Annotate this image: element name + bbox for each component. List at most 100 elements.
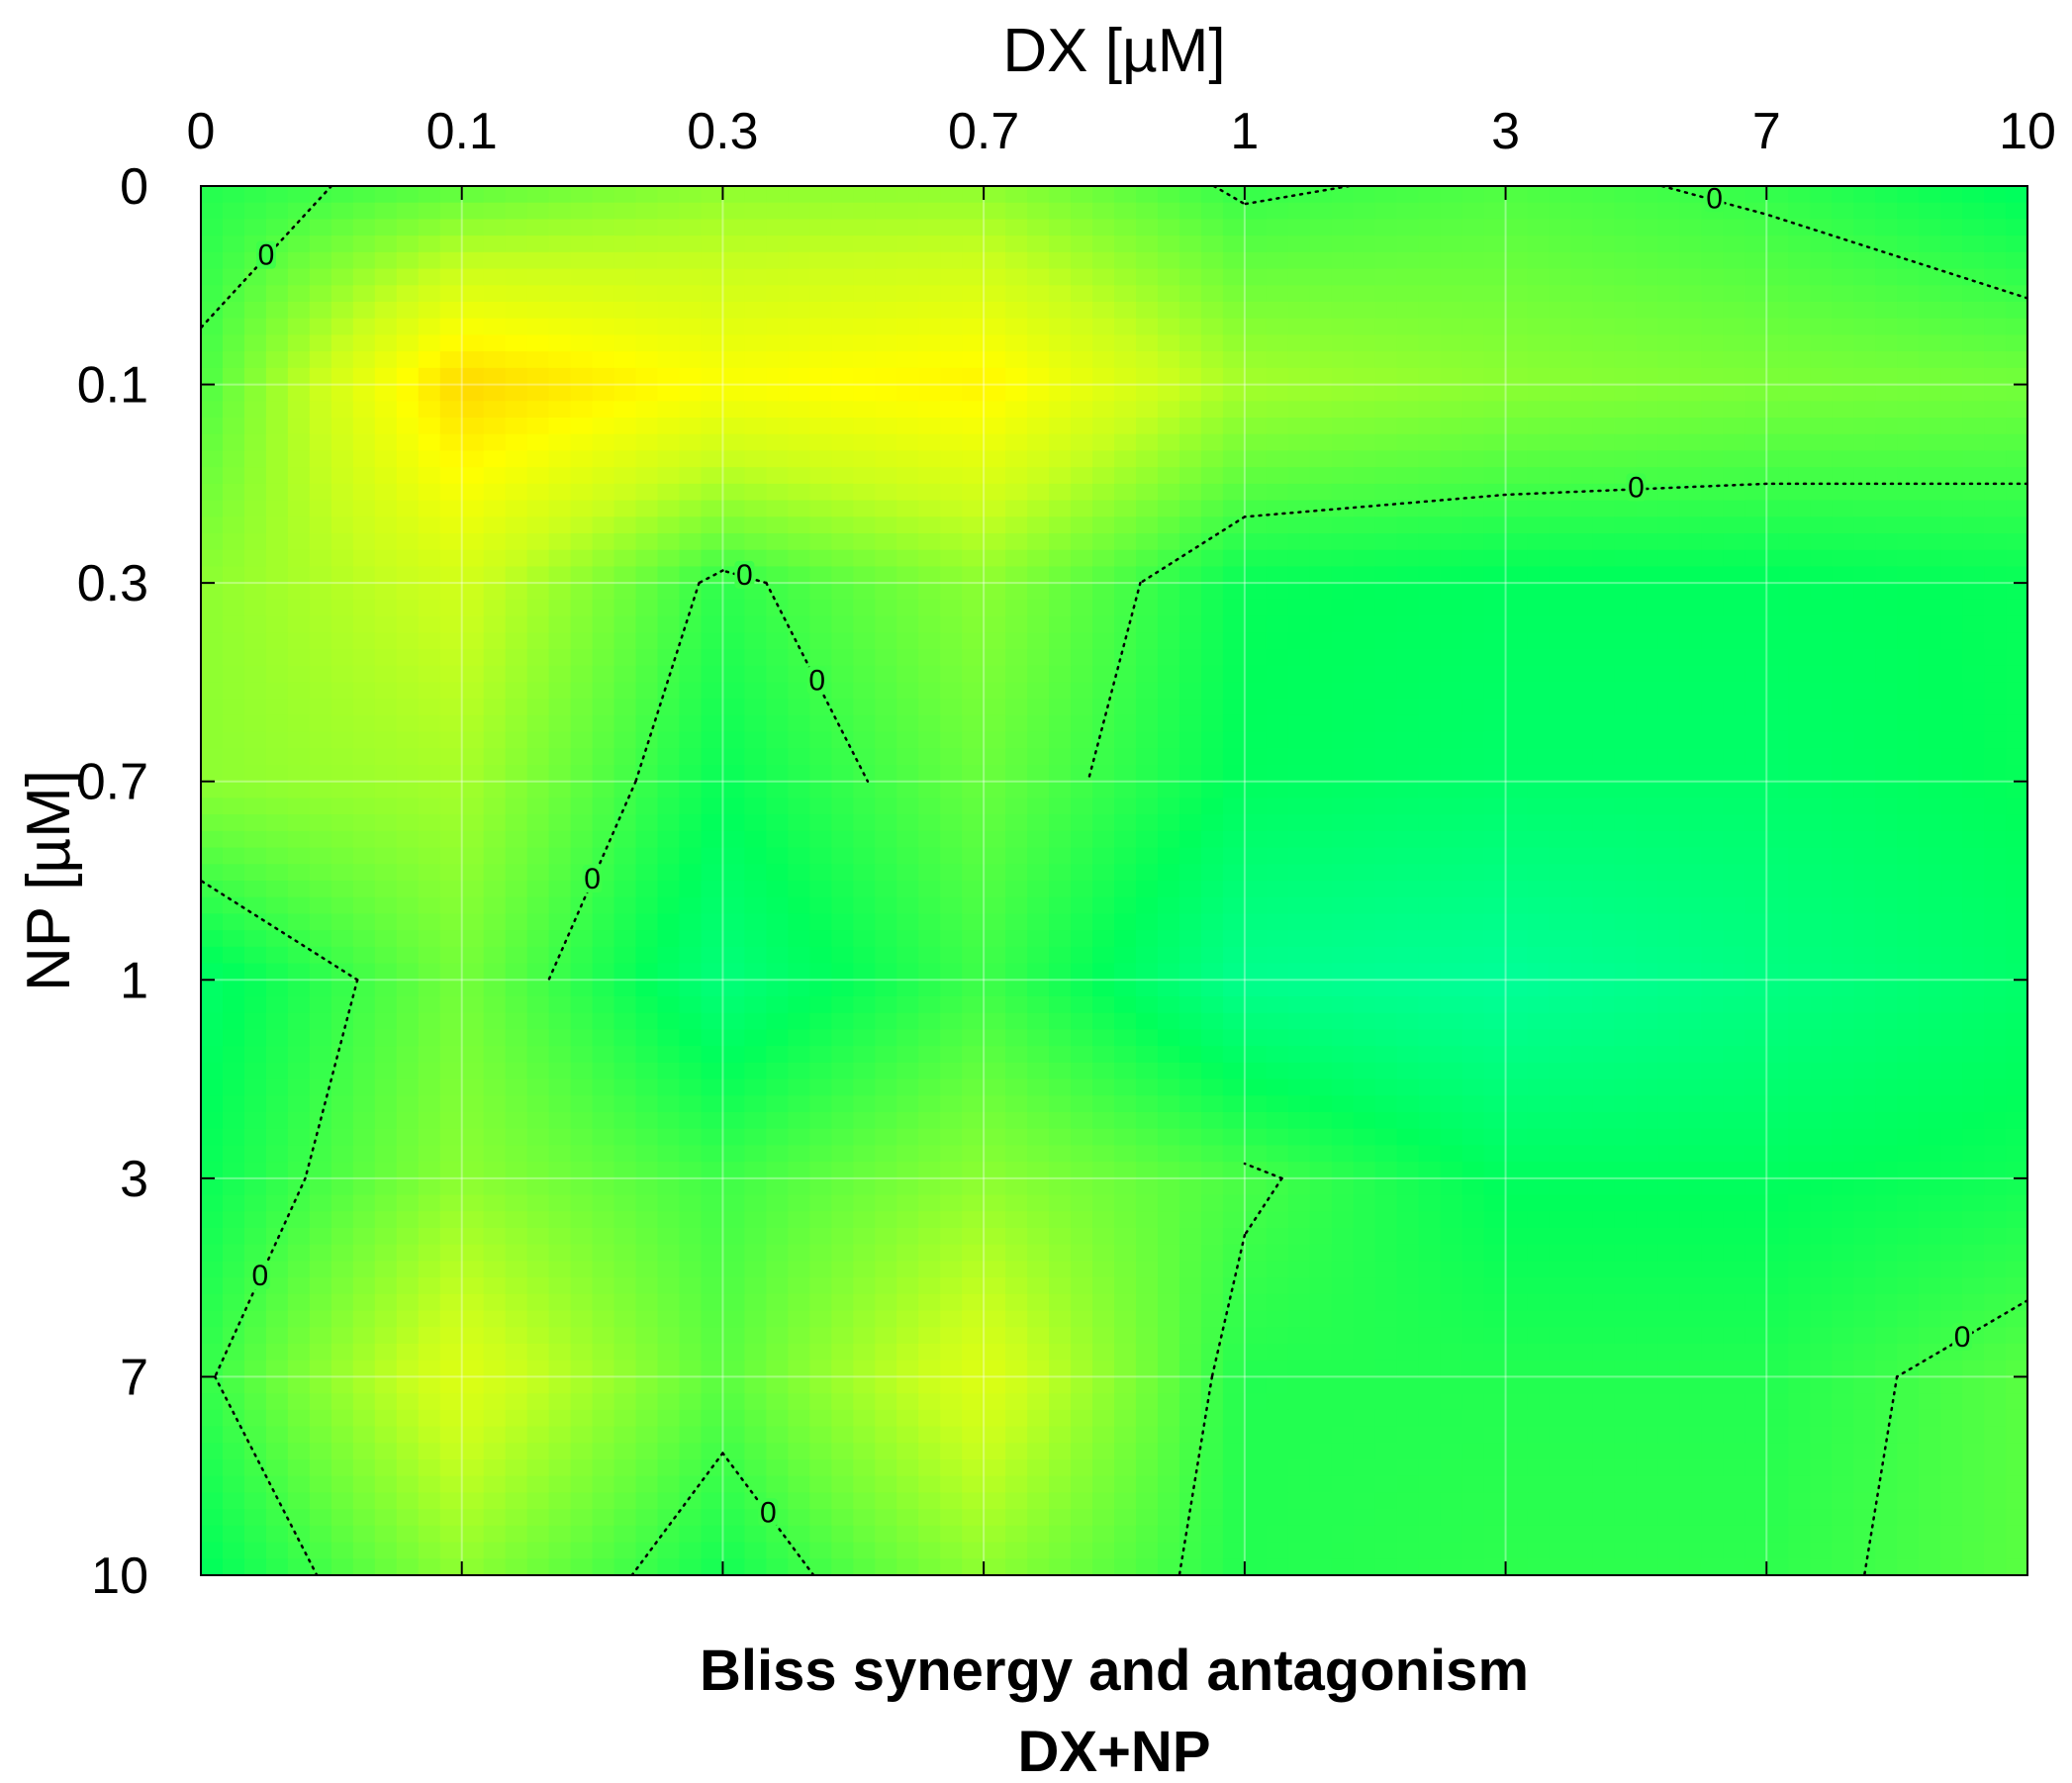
heat-cell bbox=[1287, 549, 1311, 568]
heat-cell bbox=[1222, 302, 1246, 320]
heat-cell bbox=[1810, 963, 1833, 981]
heat-cell bbox=[222, 946, 245, 965]
heat-cell bbox=[1353, 516, 1376, 534]
heat-cell bbox=[1092, 930, 1115, 948]
heat-cell bbox=[744, 251, 767, 270]
heat-cell bbox=[1092, 615, 1115, 633]
heat-cell bbox=[613, 318, 637, 336]
heat-cell bbox=[287, 219, 311, 236]
heat-cell bbox=[461, 202, 485, 221]
heat-cell bbox=[396, 748, 420, 766]
heat-cell bbox=[1940, 334, 1963, 352]
heat-cell bbox=[374, 599, 398, 617]
heat-cell bbox=[1679, 549, 1702, 568]
heat-cell bbox=[657, 731, 681, 749]
heat-cell bbox=[309, 1162, 332, 1179]
heat-cell bbox=[1331, 1145, 1355, 1163]
heat-cell bbox=[1418, 302, 1442, 320]
heat-cell bbox=[287, 781, 311, 799]
heat-cell bbox=[853, 980, 876, 997]
heat-cell bbox=[1919, 334, 1941, 352]
heat-cell bbox=[1636, 996, 1659, 1014]
heat-cell bbox=[635, 302, 659, 320]
heat-cell bbox=[1701, 665, 1724, 684]
heat-cell bbox=[984, 516, 1006, 534]
heat-cell bbox=[330, 202, 354, 221]
heat-cell bbox=[2006, 814, 2027, 832]
heat-cell bbox=[831, 549, 854, 568]
heat-cell bbox=[1962, 980, 1985, 997]
heat-cell bbox=[1049, 896, 1072, 915]
heat-cell bbox=[1505, 450, 1529, 468]
heat-cell bbox=[1505, 699, 1529, 716]
heat-cell bbox=[526, 418, 550, 435]
heat-cell bbox=[962, 615, 985, 633]
heat-cell bbox=[875, 1079, 897, 1096]
heat-cell bbox=[1178, 401, 1202, 419]
heat-cell bbox=[1222, 1145, 1246, 1163]
heat-cell bbox=[809, 1112, 832, 1130]
heat-cell bbox=[1266, 1079, 1289, 1096]
heat-cell bbox=[896, 980, 919, 997]
heat-cell bbox=[984, 483, 1006, 502]
heat-cell bbox=[984, 798, 1006, 815]
heat-cell bbox=[505, 1145, 528, 1163]
heat-cell bbox=[1309, 847, 1333, 865]
heat-cell bbox=[1309, 731, 1333, 749]
heat-cell bbox=[875, 367, 897, 386]
heat-cell bbox=[875, 1029, 897, 1047]
heat-cell bbox=[309, 913, 332, 931]
heat-cell bbox=[1788, 450, 1811, 468]
heat-cell bbox=[243, 202, 267, 221]
heat-cell bbox=[1114, 285, 1137, 303]
heat-cell bbox=[1788, 714, 1811, 733]
heat-cell bbox=[243, 896, 267, 915]
heat-cell bbox=[201, 798, 224, 815]
heat-cell bbox=[439, 814, 463, 832]
heat-cell bbox=[1527, 1079, 1551, 1096]
heat-cell bbox=[1810, 566, 1833, 584]
heat-cell bbox=[374, 864, 398, 882]
heat-cell bbox=[875, 830, 897, 849]
heat-cell bbox=[1222, 699, 1246, 716]
heat-cell bbox=[418, 896, 441, 915]
heat-cell bbox=[1875, 798, 1898, 815]
heat-cell bbox=[1440, 401, 1463, 419]
heat-cell bbox=[1549, 748, 1572, 766]
heat-cell bbox=[766, 583, 789, 601]
heat-cell bbox=[330, 896, 354, 915]
heat-cell bbox=[962, 401, 985, 419]
heat-cell bbox=[1636, 913, 1659, 931]
heat-cell bbox=[374, 1046, 398, 1064]
heat-cell bbox=[875, 632, 897, 650]
heat-cell bbox=[1505, 1062, 1529, 1080]
heat-cell bbox=[613, 814, 637, 832]
heat-cell bbox=[287, 1128, 311, 1147]
heat-cell bbox=[701, 930, 724, 948]
heat-cell bbox=[265, 798, 289, 815]
heat-cell bbox=[831, 1062, 854, 1080]
heat-cell bbox=[1178, 731, 1202, 749]
heat-cell bbox=[1353, 830, 1376, 849]
heat-cell bbox=[1614, 714, 1638, 733]
heat-cell bbox=[962, 1062, 985, 1080]
heat-cell bbox=[374, 418, 398, 435]
heat-cell bbox=[1592, 1128, 1616, 1147]
heat-cell bbox=[1331, 483, 1355, 502]
heat-cell bbox=[1244, 632, 1268, 650]
heat-cell bbox=[831, 302, 854, 320]
heat-cell bbox=[896, 699, 919, 716]
heat-cell bbox=[788, 599, 810, 617]
heat-cell bbox=[1657, 367, 1680, 386]
heat-cell bbox=[505, 549, 528, 568]
heat-cell bbox=[613, 748, 637, 766]
heat-cell bbox=[1766, 781, 1789, 799]
heat-cell bbox=[1396, 632, 1420, 650]
heat-cell bbox=[1549, 583, 1572, 601]
heat-cell bbox=[635, 251, 659, 270]
heat-cell bbox=[1614, 235, 1638, 253]
heat-cell bbox=[201, 500, 224, 517]
heat-cell bbox=[1005, 682, 1028, 700]
heat-cell bbox=[679, 202, 703, 221]
heat-cell bbox=[2006, 285, 2027, 303]
